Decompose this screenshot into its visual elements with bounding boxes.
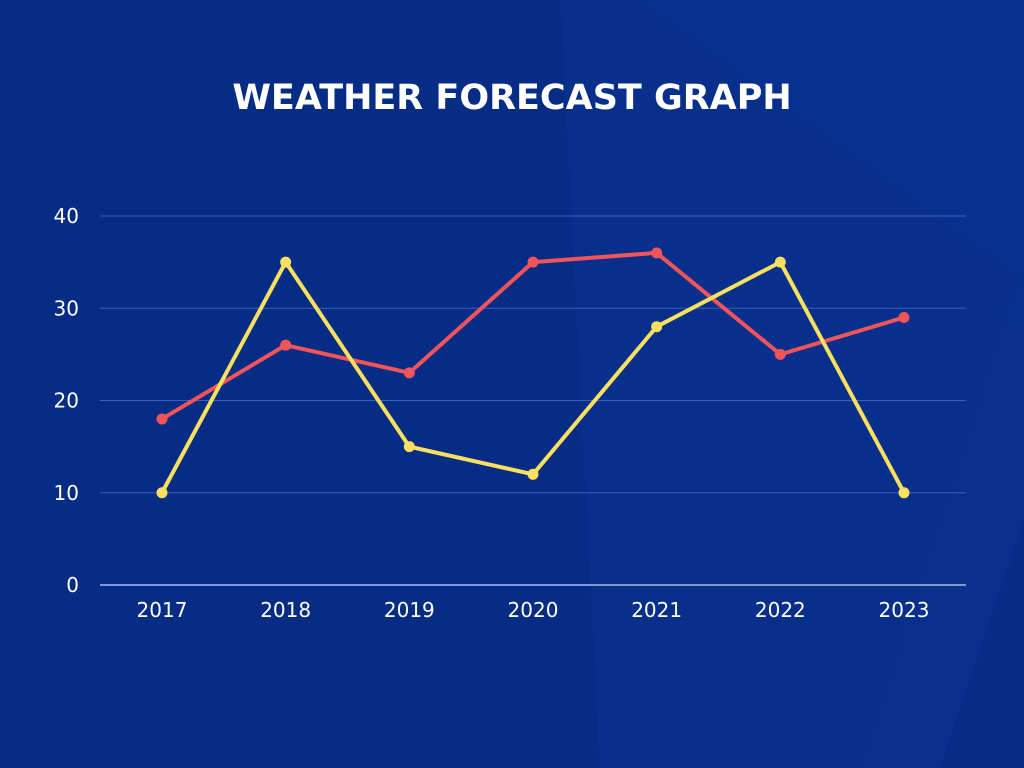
y-tick-label: 40 bbox=[54, 204, 79, 228]
data-point bbox=[898, 311, 910, 323]
y-tick-label: 20 bbox=[54, 389, 79, 413]
x-tick-label: 2018 bbox=[260, 598, 311, 622]
series-line bbox=[160, 260, 906, 495]
y-tick-label: 30 bbox=[54, 296, 79, 320]
data-point bbox=[774, 348, 786, 360]
data-point bbox=[898, 487, 910, 499]
data-point bbox=[527, 256, 539, 268]
x-axis-ticks: 2017 2018 2019 2020 2021 2022 2023 bbox=[137, 598, 930, 622]
x-tick-label: 2020 bbox=[508, 598, 559, 622]
y-tick-label: 0 bbox=[66, 573, 79, 597]
x-tick-label: 2021 bbox=[631, 598, 682, 622]
grid-lines bbox=[100, 215, 966, 494]
data-point bbox=[280, 339, 292, 351]
series-line bbox=[160, 250, 906, 421]
series-2 bbox=[156, 256, 910, 499]
data-point bbox=[403, 367, 415, 379]
data-point bbox=[651, 321, 663, 333]
data-point bbox=[156, 487, 168, 499]
y-axis-ticks: 0 10 20 30 40 bbox=[54, 204, 79, 597]
series-lines bbox=[156, 247, 910, 499]
data-point bbox=[527, 468, 539, 480]
x-tick-label: 2022 bbox=[755, 598, 806, 622]
x-tick-label: 2019 bbox=[384, 598, 435, 622]
data-point bbox=[280, 256, 292, 268]
data-point bbox=[156, 413, 168, 425]
chart-title: WEATHER FORECAST GRAPH bbox=[232, 78, 792, 118]
y-tick-label: 10 bbox=[54, 481, 79, 505]
x-tick-label: 2023 bbox=[879, 598, 930, 622]
data-point bbox=[403, 441, 415, 453]
series-1 bbox=[156, 247, 910, 425]
data-point bbox=[774, 256, 786, 268]
data-point bbox=[651, 247, 663, 259]
x-tick-label: 2017 bbox=[137, 598, 188, 622]
